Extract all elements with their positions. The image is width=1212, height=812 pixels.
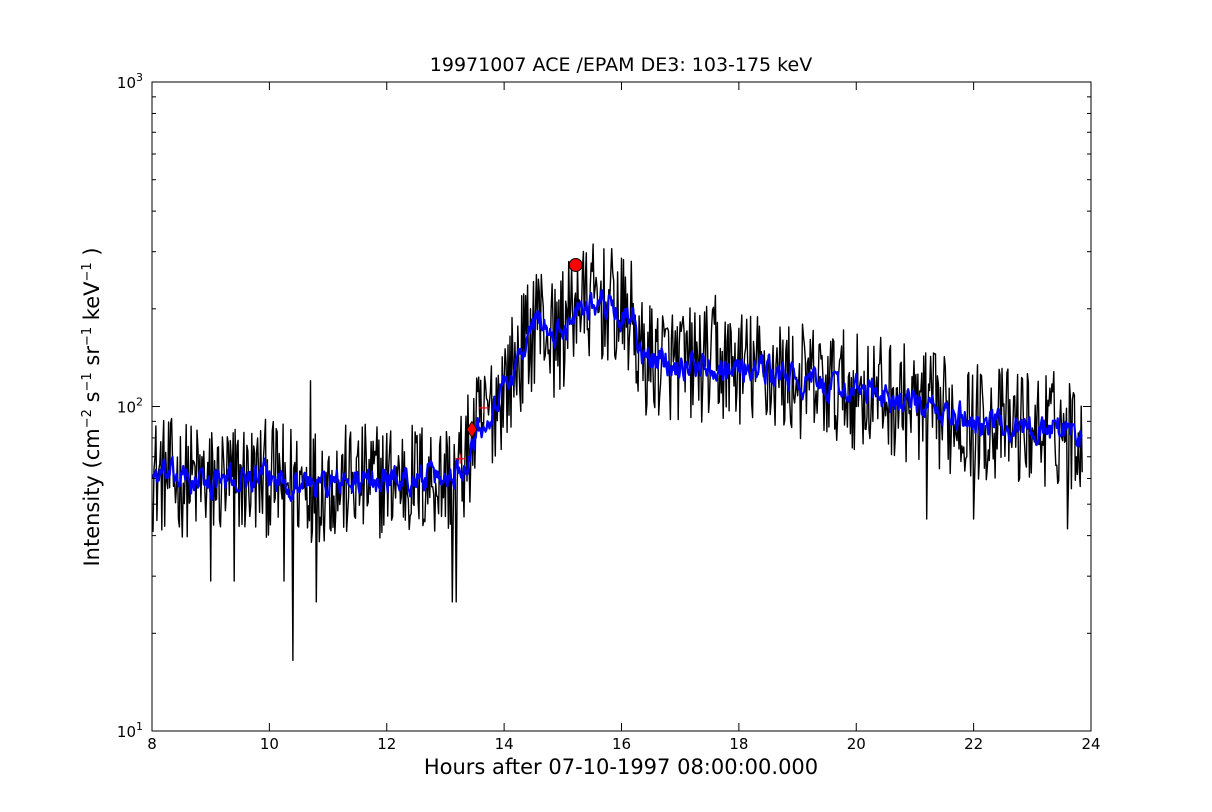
x-tick-label: 24: [1081, 735, 1100, 753]
fit-range-marker: [478, 402, 489, 413]
x-tick-label: 20: [847, 735, 866, 753]
x-tick-label: 8: [147, 735, 157, 753]
fit-range-marker: [455, 453, 466, 464]
x-tick-label: 16: [612, 735, 631, 753]
series-line-smoothed: [152, 289, 1083, 502]
marker-layer: [455, 257, 583, 464]
peak-marker: [568, 257, 583, 272]
x-tick-label: 22: [964, 735, 983, 753]
y-tick-label: 101: [117, 720, 143, 741]
chart-title: 19971007 ACE /EPAM DE3: 103-175 keV: [429, 54, 813, 76]
tick-layer: 8 10 12 14 16 18 20 22 24 101 102 103: [117, 71, 1101, 753]
onset-marker: [466, 420, 478, 439]
y-tick-label: 102: [117, 396, 143, 417]
x-axis-label: Hours after 07-10-1997 08:00:00.000: [423, 755, 819, 779]
x-tick-label: 18: [729, 735, 748, 753]
x-tick-label: 10: [260, 735, 279, 753]
series-line-raw: [152, 243, 1083, 662]
x-tick-label: 14: [495, 735, 514, 753]
y-axis-label: Intensity (cm−2 s−1 sr−1 keV−1 ): [80, 247, 104, 567]
y-tick-label: 103: [117, 71, 143, 92]
x-tick-label: 12: [377, 735, 396, 753]
series-layer: [152, 243, 1083, 662]
